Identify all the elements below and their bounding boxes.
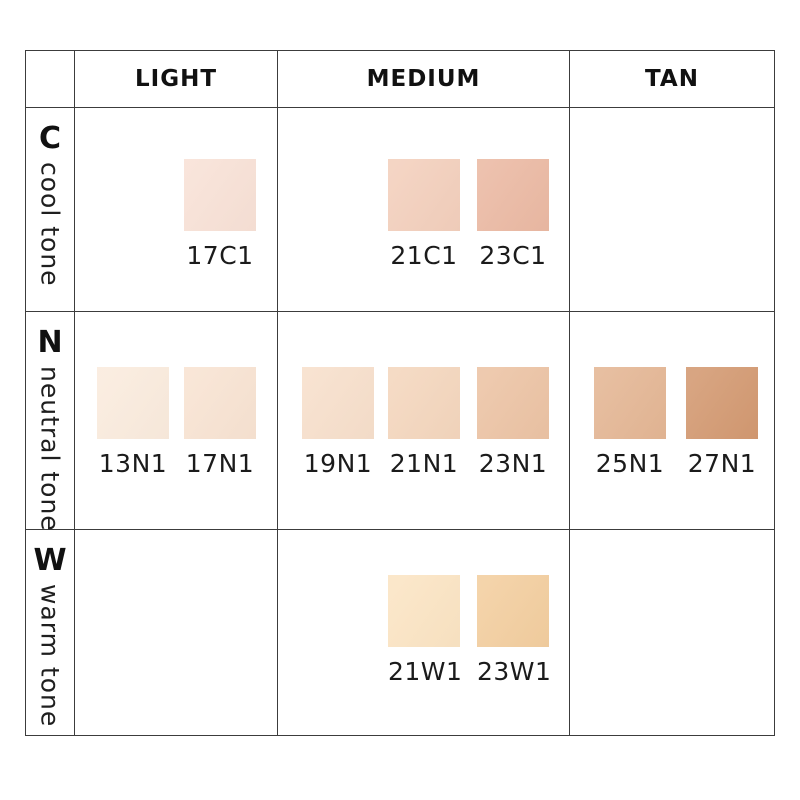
cell-warm-tan	[570, 530, 774, 735]
row-header-neutral: N neutral tone	[26, 312, 75, 532]
cell-cool-tan	[570, 108, 774, 312]
shade-swatch-21W1	[388, 575, 460, 647]
shade-item-21C1: 21C1	[388, 159, 460, 270]
row-letter-w: W	[33, 543, 67, 578]
shade-item-23N1: 23N1	[477, 367, 549, 478]
shade-code-label: 23C1	[479, 241, 547, 270]
shade-swatch-17N1	[184, 367, 256, 439]
shade-swatch-17C1	[184, 159, 256, 231]
shade-code-label: 23N1	[478, 449, 548, 478]
shade-item-23W1: 23W1	[477, 575, 552, 686]
row-header-cool: C cool tone	[26, 108, 75, 312]
shade-swatch-21C1	[388, 159, 460, 231]
shade-code-label: 13N1	[98, 449, 168, 478]
shade-swatch-23W1	[477, 575, 549, 647]
column-header-medium: MEDIUM	[278, 51, 570, 108]
shade-code-label: 21N1	[389, 449, 459, 478]
shade-swatch-19N1	[302, 367, 374, 439]
shade-code-label: 17C1	[186, 241, 254, 270]
row-header-warm: W warm tone	[26, 530, 75, 735]
row-tone-cool: cool tone	[35, 162, 65, 287]
row-letter-c: C	[38, 121, 62, 156]
shade-item-25N1: 25N1	[594, 367, 666, 478]
shade-code-label: 19N1	[303, 449, 373, 478]
shade-item-17N1: 17N1	[184, 367, 256, 478]
cell-warm-light	[75, 530, 278, 735]
corner-cell	[26, 51, 75, 108]
shade-code-label: 27N1	[687, 449, 757, 478]
column-header-tan: TAN	[570, 51, 774, 108]
shade-item-27N1: 27N1	[686, 367, 758, 478]
row-tone-warm: warm tone	[35, 584, 65, 728]
shade-item-21W1: 21W1	[388, 575, 463, 686]
shade-swatch-27N1	[686, 367, 758, 439]
row-letter-n: N	[37, 325, 63, 360]
shade-code-label: 17N1	[185, 449, 255, 478]
shade-item-19N1: 19N1	[302, 367, 374, 478]
shade-swatch-23N1	[477, 367, 549, 439]
shade-swatch-23C1	[477, 159, 549, 231]
shade-swatch-21N1	[388, 367, 460, 439]
shade-item-23C1: 23C1	[477, 159, 549, 270]
shade-item-17C1: 17C1	[184, 159, 256, 270]
column-header-light: LIGHT	[75, 51, 278, 108]
shade-swatch-13N1	[97, 367, 169, 439]
shade-swatch-25N1	[594, 367, 666, 439]
shade-code-label: 23W1	[477, 657, 552, 686]
shade-code-label: 21W1	[388, 657, 463, 686]
shade-code-label: 21C1	[390, 241, 458, 270]
row-tone-neutral: neutral tone	[35, 366, 65, 532]
shade-item-21N1: 21N1	[388, 367, 460, 478]
shade-code-label: 25N1	[595, 449, 665, 478]
shade-item-13N1: 13N1	[97, 367, 169, 478]
